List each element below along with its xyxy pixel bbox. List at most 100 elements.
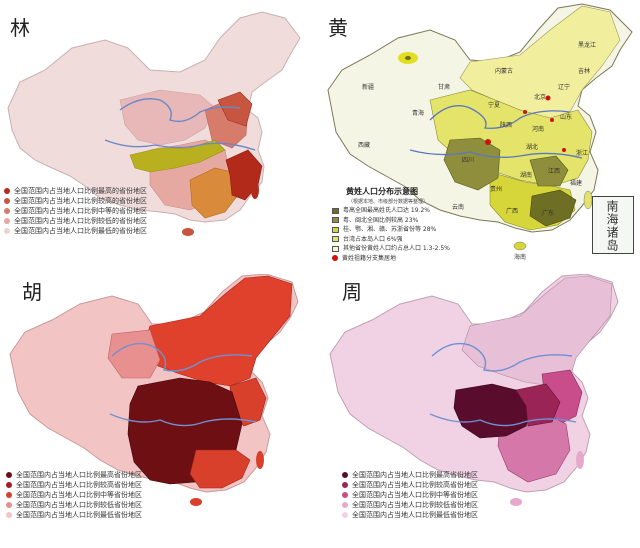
legend-swatch <box>6 512 12 518</box>
province-label: 贵州 <box>490 186 503 193</box>
province-label: 宁夏 <box>488 102 501 109</box>
settlement-dot <box>485 139 491 145</box>
map-panel-huang: 黄 新疆 西藏 青海 甘肃 内蒙古 黑龙江 吉林 辽宁 北京 宁夏 陕西 河南 … <box>320 0 640 274</box>
legend-label: 全国范围内占当地人口比例最高省份地区 <box>352 471 478 479</box>
province-label: 山东 <box>560 114 573 121</box>
huang-china-map <box>327 3 633 251</box>
zhou-hainan <box>510 498 522 506</box>
zhou-taiwan <box>576 451 584 469</box>
map-subtitle: （根据本地、市级部分数据等整理） <box>348 199 429 205</box>
legend-item: 全国范围内占当地人口比例中等省份地区 <box>6 490 142 500</box>
legend-item: 全国范围内占当地人口比例较低省份地区 <box>342 500 478 510</box>
legend-item: 全国范围内占当地人口比例最高省份地区 <box>6 470 142 480</box>
map-title: 黄姓人口分布示意图 <box>346 187 418 196</box>
legend-item: 全国范围内占当地人口比例最低省份地区 <box>6 510 142 520</box>
settlement-dot <box>545 95 551 101</box>
legend-label: 全国范围内占当地人口比例最高的省份地区 <box>14 187 147 195</box>
huang-river-yellow <box>429 105 571 129</box>
legend-item: 粤、闽北全国比例较高 23% <box>332 216 450 226</box>
nanhai-inset <box>592 196 634 254</box>
huang-olive-jiangxi <box>529 155 569 187</box>
huang-olive-sichuan <box>443 137 501 191</box>
province-label: 广东 <box>542 210 555 217</box>
lin-river-yangtze <box>104 139 256 151</box>
surname-label: 胡 <box>22 280 42 304</box>
legend-swatch <box>332 236 339 243</box>
hu-legend: 全国范围内占当地人口比例最高省份地区 全国范围内占当地人口比例较高省份地区 全国… <box>6 470 142 520</box>
nanhai-label: 南海诸岛 <box>605 200 619 252</box>
legend-label: 全国范围内占当地人口比例较低省份地区 <box>352 501 478 509</box>
legend-label: 粤高全国最高姓氏人口达 19.2% <box>343 207 430 214</box>
province-label: 广西 <box>506 208 519 215</box>
legend-label: 桂、鄂、湘、赣、苏浙省份等 28% <box>343 226 437 233</box>
legend-item: 全国范围内占当地人口比例较高省份地区 <box>6 480 142 490</box>
legend-item: 桂、鄂、湘、赣、苏浙省份等 28% <box>332 225 450 235</box>
legend-swatch <box>4 218 10 224</box>
legend-swatch <box>342 492 348 498</box>
province-label: 浙江 <box>576 150 589 157</box>
huang-hainan <box>513 241 527 251</box>
legend-swatch <box>332 217 339 224</box>
lin-river-yellow <box>119 98 241 123</box>
map-panel-hu: 胡 全国范围内占当地人口比例最高省份地区 全国范围内占当地人口比例较高省份地区 … <box>0 274 320 548</box>
legend-swatch <box>4 228 10 234</box>
zhou-river-yellow <box>431 342 573 372</box>
hu-red-south <box>189 449 251 489</box>
legend-item: 全国范围内占当地人口比例较低省份地区 <box>6 500 142 510</box>
lin-china-map <box>7 11 301 236</box>
legend-label: 全国范围内占当地人口比例最低的省份地区 <box>14 227 147 235</box>
hu-pink-band <box>107 329 161 379</box>
zhou-legend: 全国范围内占当地人口比例最高省份地区 全国范围内占当地人口比例较高省份地区 全国… <box>342 470 478 520</box>
huang-pale-region <box>459 5 621 121</box>
settlement-dot <box>550 118 554 122</box>
legend-label: 全国范围内占当地人口比例最低省份地区 <box>352 511 478 519</box>
legend-swatch <box>4 208 10 214</box>
legend-label: 全国范围内占当地人口比例中等的省份地区 <box>14 207 147 215</box>
province-label: 陕西 <box>500 122 513 129</box>
legend-swatch <box>6 472 12 478</box>
legend-label: 全国范围内占当地人口比例较高的省份地区 <box>14 197 147 205</box>
legend-item: 全国范围内占当地人口比例最高省份地区 <box>342 470 478 480</box>
legend-label: 全国范围内占当地人口比例最高省份地区 <box>16 471 142 479</box>
lin-orange-region <box>189 167 239 219</box>
legend-swatch <box>332 255 338 262</box>
province-label: 新疆 <box>362 84 375 91</box>
province-label: 北京 <box>534 94 547 101</box>
hu-taiwan <box>256 451 264 469</box>
province-label: 青海 <box>412 110 425 117</box>
huang-dark-guangdong <box>529 189 577 227</box>
legend-swatch <box>6 502 12 508</box>
legend-swatch <box>4 198 10 204</box>
legend-label: 全国范围内占当地人口比例最低省份地区 <box>16 511 142 519</box>
zhou-river-yangtze <box>429 413 577 427</box>
province-label: 内蒙古 <box>495 68 514 75</box>
province-label: 云南 <box>452 204 465 211</box>
province-label: 江西 <box>548 168 561 175</box>
legend-swatch <box>4 188 10 194</box>
legend-label: 其他省份黄姓人口约占总人口 1.3-2.5% <box>343 245 450 252</box>
legend-item: 全国范围内占当地人口比例最高的省份地区 <box>4 186 147 196</box>
province-label: 辽宁 <box>558 84 571 91</box>
legend-item: 全国范围内占当地人口比例较高的省份地区 <box>4 196 147 206</box>
legend-label: 全国范围内占当地人口比例较低省份地区 <box>16 501 142 509</box>
lin-legend: 全国范围内占当地人口比例最高的省份地区 全国范围内占当地人口比例较高的省份地区 … <box>4 186 147 236</box>
legend-swatch <box>332 207 339 214</box>
legend-swatch <box>342 472 348 478</box>
lin-high-north <box>217 91 253 127</box>
legend-label: 全国范围内占当地人口比例中等省份地区 <box>16 491 142 499</box>
province-label: 四川 <box>462 157 475 164</box>
legend-label: 全国范围内占当地人口比例中等省份地区 <box>352 491 478 499</box>
province-label: 湖南 <box>520 172 533 179</box>
legend-swatch <box>342 482 348 488</box>
huang-xinjiang-dot <box>405 56 411 60</box>
legend-swatch <box>342 502 348 508</box>
hu-river-yellow <box>111 342 253 372</box>
legend-swatch <box>332 245 339 252</box>
province-label: 黑龙江 <box>578 42 597 49</box>
legend-label: 黄姓祖籍分支集居地 <box>342 254 397 262</box>
zhou-higher-region <box>515 383 561 427</box>
province-label: 湖北 <box>526 144 539 151</box>
province-label: 吉林 <box>578 68 591 75</box>
province-label: 西藏 <box>358 142 371 149</box>
lin-taiwan <box>251 181 259 199</box>
